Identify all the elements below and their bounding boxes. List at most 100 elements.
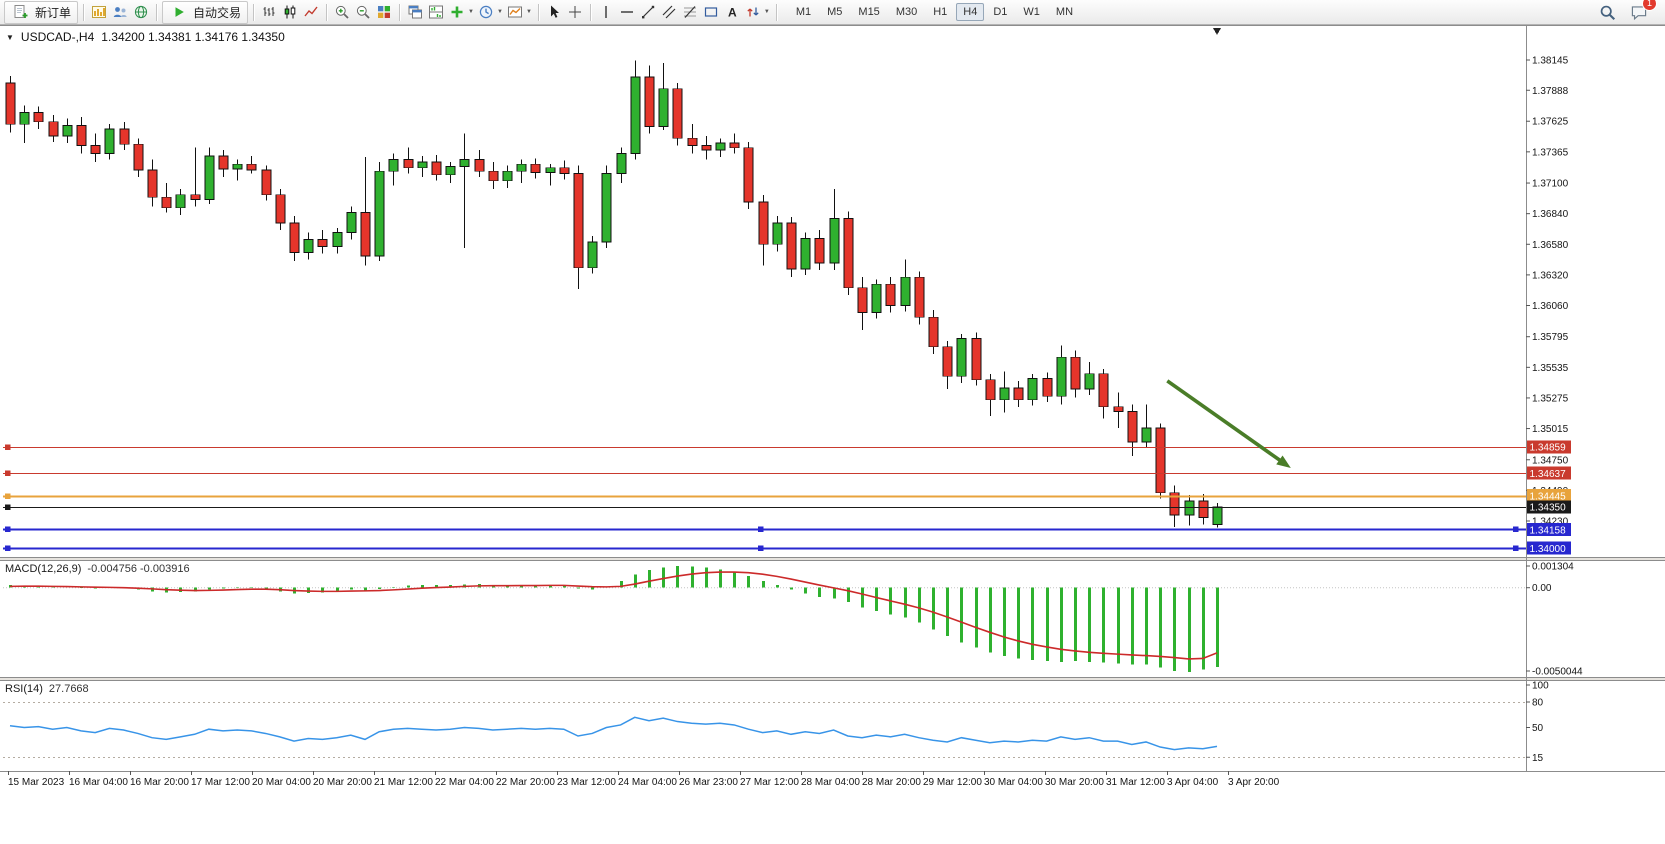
candle-up <box>545 167 556 173</box>
candlestick-chart-icon[interactable] <box>280 2 300 22</box>
candle-down <box>161 196 172 209</box>
autotrading-label: 自动交易 <box>193 5 242 20</box>
cursor-icon[interactable] <box>544 2 564 22</box>
autotrading-icon <box>169 2 189 22</box>
svg-text:1.36320: 1.36320 <box>1532 270 1569 281</box>
fibonacci-icon[interactable] <box>680 2 700 22</box>
autotrading-button[interactable]: 自动交易 <box>162 0 249 24</box>
timeframe-m5[interactable]: M5 <box>827 6 843 18</box>
add-indicator-icon[interactable] <box>447 2 467 22</box>
price-axis: 1.38145 1.37888 1.37625 1.37365 1.37100 1.368… <box>1526 56 1583 764</box>
refresh-data-icon[interactable] <box>131 2 151 22</box>
svg-text:1.36840: 1.36840 <box>1532 209 1569 220</box>
candle-down <box>1169 492 1180 516</box>
svg-text:1.37625: 1.37625 <box>1532 117 1569 128</box>
svg-text:21 Mar 12:00: 21 Mar 12:00 <box>374 777 433 788</box>
timeframe-d1[interactable]: D1 <box>993 6 1008 18</box>
candle-up <box>1027 378 1038 401</box>
candle-down <box>133 143 144 171</box>
candle-up <box>900 276 911 306</box>
zoom-in-icon[interactable] <box>332 2 352 22</box>
templates-caret-icon[interactable]: ▼ <box>525 9 532 15</box>
bar-chart-icon[interactable] <box>259 2 279 22</box>
candle-down <box>672 88 683 139</box>
add-indicator-caret-icon[interactable]: ▼ <box>468 9 474 15</box>
candle-down <box>914 276 925 318</box>
timeframe-h1[interactable]: H1 <box>933 6 948 18</box>
candle-down <box>701 144 712 151</box>
date-axis: 15 Mar 2023 16 Mar 04:00 16 Mar 20:00 17 Ma… <box>8 771 1280 788</box>
timeframe-m1[interactable]: M1 <box>795 6 812 18</box>
cascade-windows-icon[interactable] <box>405 2 425 22</box>
timeframe-w1[interactable]: W1 <box>1023 6 1040 18</box>
svg-text:28 Mar 04:00: 28 Mar 04:00 <box>801 777 860 788</box>
candle-down <box>729 142 740 149</box>
chat-icon[interactable]: 1 <box>1629 0 1657 22</box>
candle-down <box>885 283 896 306</box>
timeframe-m15[interactable]: M15 <box>858 6 880 18</box>
timeframe-m30[interactable]: M30 <box>895 6 918 18</box>
candle-up <box>999 387 1010 401</box>
svg-text:26 Mar 23:00: 26 Mar 23:00 <box>679 777 738 788</box>
price-tag-1.34350 <box>1527 500 1571 514</box>
price-lines-layer[interactable] <box>3 444 1526 552</box>
periods-caret-icon[interactable]: ▼ <box>496 9 503 15</box>
candle-up <box>1084 373 1095 390</box>
candle-up <box>630 76 641 155</box>
main-toolbar: 新订单 自动交易 <box>0 0 1665 25</box>
arrows-caret-icon[interactable]: ▼ <box>763 9 770 15</box>
new-chart-icon[interactable] <box>89 2 109 22</box>
price-tag-1.34859 <box>1527 440 1571 454</box>
tile-windows-icon[interactable] <box>374 2 394 22</box>
candle-down <box>1155 427 1166 494</box>
svg-text:A: A <box>728 6 737 20</box>
svg-text:27 Mar 12:00: 27 Mar 12:00 <box>740 777 799 788</box>
new-order-button[interactable]: 新订单 <box>4 0 79 24</box>
candle-up <box>62 124 73 137</box>
trend-arrow[interactable] <box>1166 379 1291 469</box>
new-order-icon <box>11 2 31 22</box>
candle-up <box>829 217 840 264</box>
horizontal-line-icon[interactable] <box>617 2 637 22</box>
vertical-line-icon[interactable] <box>596 2 616 22</box>
zoom-out-icon[interactable] <box>353 2 373 22</box>
svg-text:1.36580: 1.36580 <box>1532 240 1569 251</box>
candle-down <box>843 217 854 289</box>
profiles-icon[interactable] <box>110 2 130 22</box>
svg-text:29 Mar 12:00: 29 Mar 12:00 <box>923 777 982 788</box>
text-tool-icon[interactable]: A <box>722 2 742 22</box>
tile-horizontal-icon[interactable] <box>426 2 446 22</box>
svg-text:1.36060: 1.36060 <box>1532 301 1569 312</box>
candle-up <box>104 128 115 155</box>
current-bar-marker <box>1213 28 1221 35</box>
crosshair-icon[interactable] <box>565 2 585 22</box>
candle-down <box>1113 406 1124 412</box>
candle-down <box>431 161 442 176</box>
candle-up <box>388 159 399 172</box>
equidistant-channel-icon[interactable] <box>659 2 679 22</box>
timeframe-mn[interactable]: MN <box>1055 6 1074 18</box>
templates-icon[interactable] <box>505 2 525 22</box>
chart-window: 1.38145 1.37888 1.37625 1.37365 1.37100 1.368… <box>0 25 1665 796</box>
candle-up <box>772 222 783 245</box>
line-chart-icon[interactable] <box>301 2 321 22</box>
svg-text:1.37888: 1.37888 <box>1532 86 1569 97</box>
chart-canvas[interactable]: 1.38145 1.37888 1.37625 1.37365 1.37100 1.368… <box>0 26 1665 796</box>
candle-up <box>19 111 30 125</box>
candle-down <box>261 169 272 196</box>
candle-up <box>516 163 527 172</box>
trendline-icon[interactable] <box>638 2 658 22</box>
candle-down <box>786 222 797 270</box>
candle-up <box>175 194 186 209</box>
arrows-tool-icon[interactable] <box>743 2 763 22</box>
search-icon[interactable] <box>1597 2 1617 22</box>
shapes-icon[interactable] <box>701 2 721 22</box>
rsi-panel <box>3 702 1526 758</box>
candle-down <box>90 144 101 155</box>
timeframe-h4[interactable]: H4 <box>956 3 985 21</box>
candle-down <box>1127 411 1138 443</box>
periods-icon[interactable] <box>476 2 496 22</box>
collapse-icon[interactable]: ▼ <box>6 32 14 42</box>
svg-text:1.34350: 1.34350 <box>1530 503 1567 514</box>
